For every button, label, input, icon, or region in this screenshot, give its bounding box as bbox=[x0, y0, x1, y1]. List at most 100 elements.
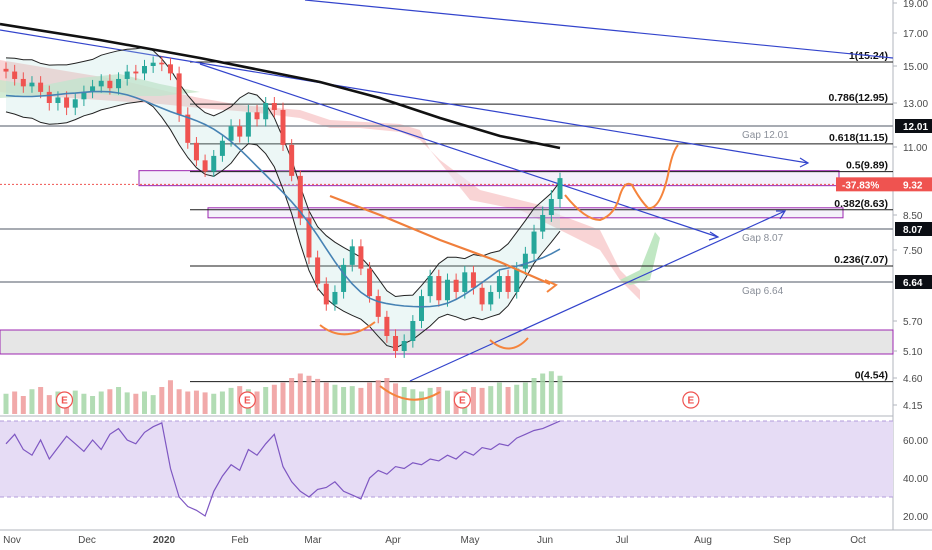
moving-average-mid bbox=[5, 90, 561, 308]
volume-bar bbox=[548, 371, 554, 414]
price-tick-label[interactable]: 17.00 bbox=[903, 29, 928, 40]
volume-bar bbox=[496, 382, 502, 414]
price-tag-bg bbox=[895, 275, 932, 289]
volume-bar bbox=[367, 382, 373, 414]
price-tick-label[interactable]: 7.50 bbox=[903, 246, 923, 257]
price-tag[interactable]: 12.01 bbox=[903, 122, 928, 133]
time-tick-label[interactable]: Sep bbox=[773, 535, 791, 546]
time-tick-label[interactable]: Feb bbox=[231, 535, 249, 546]
volume-bar bbox=[167, 380, 173, 414]
time-tick-label[interactable]: 2020 bbox=[153, 535, 176, 546]
price-tick-label[interactable]: 11.00 bbox=[903, 143, 928, 154]
fib-level-label: 0(4.54) bbox=[855, 370, 888, 382]
time-tick-label[interactable]: Jun bbox=[537, 535, 553, 546]
gap-zone-low bbox=[0, 329, 894, 355]
price-tick-label[interactable]: 8.50 bbox=[903, 211, 923, 222]
arrowhead bbox=[776, 210, 787, 220]
candle-body bbox=[427, 276, 433, 297]
time-tick-label[interactable]: Dec bbox=[78, 535, 96, 546]
candle-body bbox=[384, 316, 390, 336]
candle-body bbox=[341, 264, 347, 292]
candle-body bbox=[133, 71, 139, 74]
candle-body bbox=[219, 140, 225, 156]
candle-body bbox=[176, 73, 182, 115]
trendline-ascending[interactable] bbox=[409, 210, 786, 382]
time-tick-label[interactable]: Jul bbox=[616, 535, 629, 546]
trend-lines[interactable] bbox=[0, 0, 894, 382]
candle-body bbox=[142, 66, 147, 74]
candle-body bbox=[470, 272, 476, 288]
trendline-upper[interactable] bbox=[304, 0, 894, 59]
price-tick-label[interactable]: 13.00 bbox=[903, 99, 928, 110]
volume-bar bbox=[29, 389, 35, 414]
candle-body bbox=[263, 103, 269, 120]
candle-body bbox=[436, 276, 442, 301]
candle-body bbox=[98, 80, 104, 87]
projection-path[interactable] bbox=[564, 144, 679, 222]
bollinger-fill bbox=[6, 47, 560, 348]
candle-body bbox=[55, 97, 61, 103]
candle-body bbox=[419, 296, 424, 321]
candle-body bbox=[211, 155, 217, 172]
price-tick-label[interactable]: 5.70 bbox=[903, 317, 923, 328]
time-tick-label[interactable]: Aug bbox=[694, 535, 712, 546]
candle-body bbox=[496, 276, 502, 292]
price-tick-label[interactable]: 5.10 bbox=[903, 347, 923, 358]
candle-body bbox=[228, 126, 234, 141]
earnings-marker[interactable] bbox=[55, 391, 74, 409]
price-tick-label[interactable]: 4.15 bbox=[903, 401, 923, 412]
volume-bar bbox=[531, 378, 537, 414]
volume-bar bbox=[514, 384, 520, 414]
current-price-value[interactable]: 9.32 bbox=[903, 180, 923, 191]
time-tick-label[interactable]: Nov bbox=[3, 535, 21, 546]
price-axis[interactable]: 4.154.605.105.706.647.508.078.509.2011.0… bbox=[836, 0, 932, 523]
price-tick-label[interactable]: 19.00 bbox=[903, 0, 928, 10]
time-axis[interactable]: Nov Dec 2020 Feb Mar Apr May Jun Jul Aug Sep Oct bbox=[3, 535, 866, 546]
volume-bar bbox=[3, 393, 9, 414]
time-tick-label[interactable]: Oct bbox=[850, 535, 866, 546]
trendline-descending-short[interactable] bbox=[199, 63, 719, 238]
price-tick-label[interactable]: 4.60 bbox=[903, 374, 923, 385]
candle-body bbox=[375, 296, 381, 317]
volume-bar bbox=[557, 375, 563, 414]
projection-paths[interactable] bbox=[319, 144, 679, 401]
volume-bar bbox=[254, 391, 260, 414]
time-tick-label[interactable]: Apr bbox=[385, 535, 401, 546]
earnings-marker[interactable] bbox=[238, 391, 256, 409]
candle-body bbox=[46, 91, 52, 103]
arrowhead bbox=[799, 157, 810, 168]
volume-bar bbox=[133, 393, 139, 414]
arrowhead bbox=[708, 231, 720, 241]
candle-body bbox=[479, 287, 485, 305]
candle-body bbox=[159, 62, 165, 65]
volume-bar bbox=[159, 387, 165, 414]
price-tick-label[interactable]: 15.00 bbox=[903, 62, 928, 73]
candle-body bbox=[522, 253, 528, 269]
gap-label: Gap 8.07 bbox=[742, 233, 784, 244]
fib-level-label: 0.618(11.15) bbox=[829, 132, 888, 144]
volume-bar bbox=[289, 378, 295, 414]
rsi-series bbox=[5, 420, 561, 517]
time-tick-label[interactable]: May bbox=[461, 535, 480, 546]
gap-label: Gap 12.01 bbox=[742, 130, 789, 141]
rsi-tick-label[interactable]: 40.00 bbox=[903, 474, 928, 485]
volume-bar bbox=[427, 387, 433, 414]
volume-bar bbox=[410, 389, 416, 414]
earnings-marker[interactable] bbox=[453, 391, 471, 409]
volume-bar bbox=[280, 382, 286, 414]
rsi-tick-label[interactable]: 20.00 bbox=[903, 512, 928, 523]
trendline-descending[interactable] bbox=[0, 29, 809, 164]
candle-body bbox=[488, 291, 494, 305]
rsi-tick-label[interactable]: 60.00 bbox=[903, 436, 928, 447]
candle-body bbox=[548, 199, 554, 215]
earnings-marker[interactable] bbox=[682, 391, 700, 409]
time-tick-label[interactable]: Mar bbox=[304, 535, 322, 546]
candle-body bbox=[202, 160, 208, 172]
price-tag[interactable]: 6.64 bbox=[903, 278, 923, 289]
candle-body bbox=[557, 178, 563, 199]
price-tag[interactable]: 8.07 bbox=[903, 225, 923, 236]
moving-average-short bbox=[329, 194, 551, 286]
volume-bar bbox=[202, 392, 208, 414]
